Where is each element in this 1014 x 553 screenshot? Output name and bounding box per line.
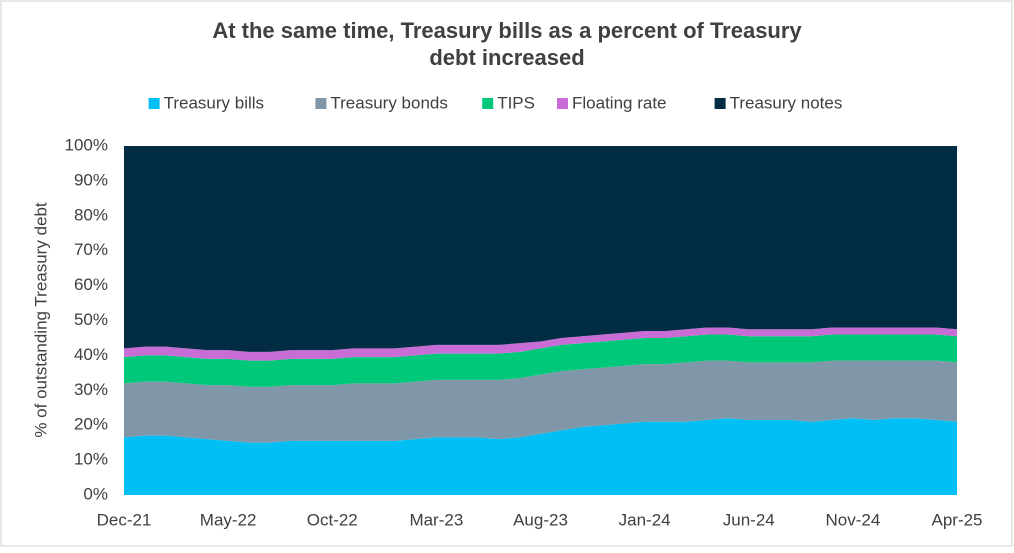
x-tick-label: Dec-21: [97, 510, 152, 529]
y-tick-label: 0%: [83, 484, 108, 503]
y-tick-label: 40%: [74, 345, 108, 364]
x-tick-label: Jan-24: [619, 510, 671, 529]
y-tick-label: 80%: [74, 205, 108, 224]
legend-label: Treasury bonds: [330, 93, 447, 112]
x-tick-label: Oct-22: [307, 510, 358, 529]
x-tick-label: Apr-25: [931, 510, 982, 529]
area: [124, 146, 957, 352]
chart-title: At the same time, Treasury bills as a pe…: [212, 18, 802, 70]
y-tick-label: 30%: [74, 380, 108, 399]
legend-label: Treasury bills: [164, 93, 264, 112]
legend-label: Treasury notes: [730, 93, 843, 112]
y-tick-label: 100%: [65, 135, 108, 154]
legend-label: Floating rate: [572, 93, 667, 112]
y-tick-label: 90%: [74, 170, 108, 189]
y-tick-label: 60%: [74, 275, 108, 294]
legend-label: TIPS: [497, 93, 535, 112]
legend-swatch: [315, 98, 327, 109]
x-tick-label: Aug-23: [513, 510, 568, 529]
y-tick-label: 10%: [74, 450, 108, 469]
x-tick-label: Nov-24: [825, 510, 880, 529]
area: [124, 327, 957, 361]
legend-swatch: [714, 98, 726, 109]
x-tick-label: Mar-23: [409, 510, 463, 529]
area: [124, 334, 957, 387]
y-tick-label: 20%: [74, 415, 108, 434]
y-tick-label: 50%: [74, 310, 108, 329]
y-axis-label: % of outstanding Treasury debt: [31, 202, 50, 438]
y-tick-label: 70%: [74, 240, 108, 259]
area: [124, 418, 957, 495]
x-tick-label: Jun-24: [723, 510, 775, 529]
legend-swatch: [148, 98, 160, 109]
legend-swatch: [482, 98, 494, 109]
x-tick-label: May-22: [200, 510, 257, 529]
area: [124, 360, 957, 443]
legend-swatch: [557, 98, 568, 109]
